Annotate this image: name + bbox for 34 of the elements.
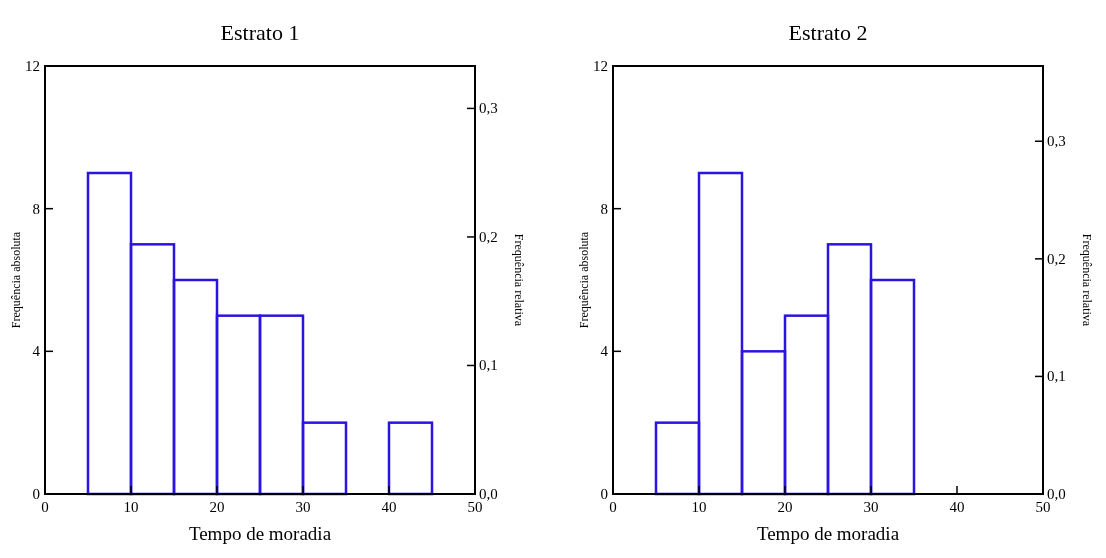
x-tick-label: 30 [863,499,879,515]
x-axis-title: Tempo de moradia [756,523,900,544]
chart-title: Estrato 1 [220,20,300,45]
y-axis-title: Frequência absoluta [9,231,23,329]
x-tick-label: 30 [295,499,311,515]
y-tick-label: 8 [600,200,608,217]
x-tick-label: 10 [123,499,139,515]
x-axis-title: Tempo de moradia [188,523,332,544]
x-tick-label: 50 [1035,499,1051,515]
y2-tick-label: 0,1 [1047,368,1066,385]
x-tick-label: 10 [691,499,707,515]
x-tick-label: 50 [467,499,483,515]
x-tick-label: 20 [209,499,225,515]
y-tick-label: 8 [32,200,40,217]
y-tick-label: 12 [25,58,40,74]
x-tick-label: 40 [381,499,397,515]
y-axis-title: Frequência absoluta [577,231,591,329]
y-tick-label: 12 [593,58,608,74]
y2-tick-label: 0,2 [1047,250,1066,267]
y2-tick-label: 0,0 [1047,486,1066,502]
y2-tick-label: 0,2 [479,228,498,245]
y2-tick-label: 0,0 [479,486,498,502]
y2-tick-label: 0,3 [479,100,498,117]
y-tick-label: 4 [32,343,41,360]
y2-axis-title: Frequência relativa [512,233,526,327]
y2-tick-label: 0,1 [479,357,498,374]
y2-axis-title: Frequência relativa [1080,233,1094,327]
x-tick-label: 20 [777,499,793,515]
x-tick-label: 40 [949,499,965,515]
chart-title: Estrato 2 [788,20,868,45]
y-tick-label: 0 [32,486,40,502]
y-tick-label: 4 [600,343,609,360]
y-tick-label: 0 [600,486,608,502]
y2-tick-label: 0,3 [1047,133,1066,150]
